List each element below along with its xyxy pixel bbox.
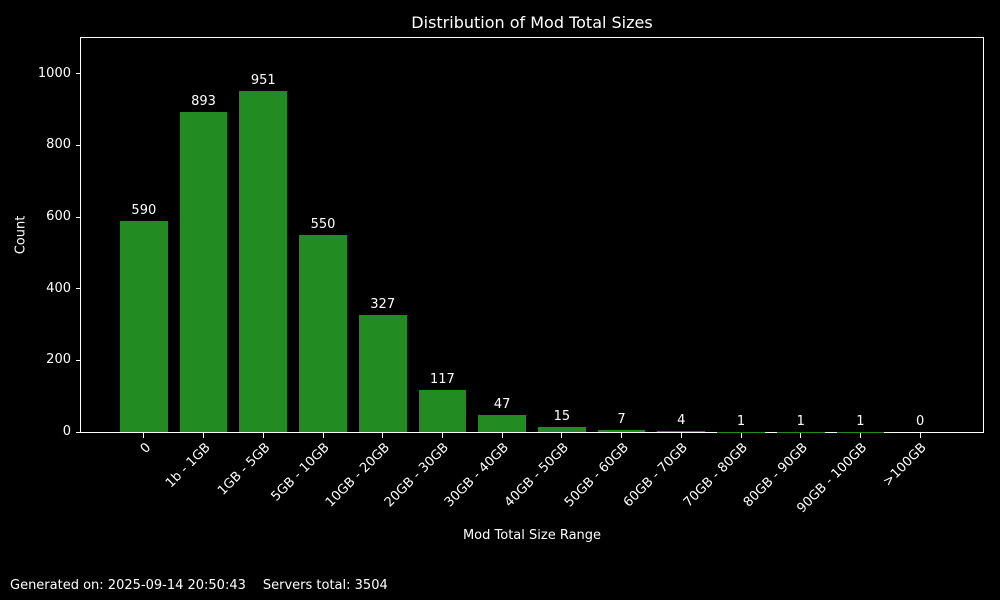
bar-value-label: 47: [493, 397, 511, 413]
bar-value-label: 4: [677, 412, 686, 428]
y-tick-label: 400: [46, 280, 71, 296]
bar-value-label: 893: [191, 94, 216, 110]
bar-0: [119, 220, 168, 432]
x-tick-mark: [203, 433, 205, 438]
x-tick-mark: [382, 433, 384, 438]
y-tick-mark: [76, 216, 80, 218]
y-tick-label: 800: [46, 137, 71, 153]
x-tick-mark: [621, 433, 623, 438]
bar-value-label: 327: [370, 296, 396, 312]
servers-total-text: Servers total: 3504: [262, 578, 388, 593]
chart-title: Distribution of Mod Total Sizes: [411, 13, 653, 32]
x-tick-label: 5GB - 10GB: [268, 440, 333, 505]
y-tick-label: 1000: [37, 65, 71, 81]
x-tick-mark: [859, 433, 861, 438]
bar-9: [657, 430, 706, 432]
bar-value-label: 117: [430, 372, 455, 388]
y-tick-mark: [76, 73, 80, 75]
y-tick-mark: [76, 288, 80, 290]
generated-on-text: Generated on: 2025-09-14 20:50:43: [10, 578, 246, 593]
bar-value-label: 1: [796, 413, 805, 429]
footer: Generated on: 2025-09-14 20:50:43 Servers…: [10, 578, 388, 593]
bar-4: [358, 314, 407, 432]
bar-2: [239, 91, 288, 432]
x-tick-label: 1GB - 5GB: [214, 440, 274, 499]
bar-7: [537, 426, 586, 432]
y-tick-mark: [76, 431, 80, 433]
x-tick-mark: [561, 433, 563, 438]
x-axis-label: Mod Total Size Range: [462, 528, 602, 543]
bar-value-label: 1: [736, 413, 746, 429]
y-tick-labels: 0 200 400 600 800 1000: [0, 38, 71, 438]
x-tick-mark: [919, 433, 921, 438]
x-tick-mark: [800, 433, 802, 438]
bar-value-label: 15: [553, 408, 571, 424]
x-tick-mark: [322, 433, 324, 438]
x-tick-mark: [143, 433, 145, 438]
x-tick-mark: [740, 433, 742, 438]
bar-6: [478, 415, 527, 432]
y-tick-label: 600: [46, 209, 71, 225]
bar-value-label: 1: [856, 413, 865, 429]
plot-area: 590 893 951 550 327 117 47 15 7 4 1 1 1 0: [76, 37, 984, 438]
x-tick-label: 0: [137, 440, 154, 457]
x-tick-mark: [501, 433, 503, 438]
bar-value-label: 0: [916, 414, 925, 429]
bar-value-label: 951: [250, 73, 276, 89]
bar-3: [299, 235, 347, 432]
x-tick-mark: [680, 433, 682, 438]
bar-value-label: 590: [131, 202, 157, 218]
bar-value-label: 7: [617, 411, 626, 427]
bar-value-label: 550: [310, 217, 336, 232]
bar-8: [597, 429, 646, 432]
x-tick-mark: [262, 433, 264, 438]
x-tick-mark: [441, 433, 443, 438]
x-tick-label: >100GB: [880, 440, 931, 490]
y-tick-mark: [76, 359, 80, 361]
y-tick-label: 200: [46, 352, 71, 368]
y-tick-mark: [76, 144, 80, 146]
y-tick-label: 0: [62, 424, 71, 439]
bar-1: [179, 112, 228, 432]
bar-5: [418, 390, 467, 432]
x-tick-label: 1b - 1GB: [162, 440, 214, 492]
y-axis-label: Count: [13, 215, 29, 255]
